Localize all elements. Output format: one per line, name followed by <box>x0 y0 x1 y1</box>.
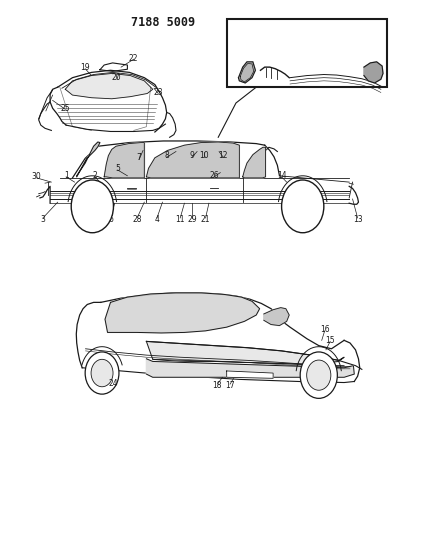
Circle shape <box>300 203 306 211</box>
Circle shape <box>85 197 100 216</box>
Circle shape <box>85 352 119 394</box>
Text: 18: 18 <box>213 381 222 390</box>
Text: 3: 3 <box>41 214 45 223</box>
Text: 6: 6 <box>108 214 113 223</box>
Text: 1: 1 <box>64 171 68 180</box>
Polygon shape <box>105 293 260 333</box>
Text: 7188 5009: 7188 5009 <box>131 16 195 29</box>
Text: 31: 31 <box>366 51 375 60</box>
Circle shape <box>71 180 113 233</box>
Polygon shape <box>243 147 265 178</box>
Text: 12: 12 <box>219 151 228 160</box>
Polygon shape <box>364 62 383 83</box>
Circle shape <box>300 352 337 398</box>
Text: 22: 22 <box>129 54 139 63</box>
Text: 23: 23 <box>153 88 163 97</box>
Text: 17: 17 <box>225 381 235 390</box>
Text: 24: 24 <box>109 379 118 388</box>
Polygon shape <box>104 142 144 178</box>
Polygon shape <box>146 142 239 178</box>
Text: 30: 30 <box>32 172 42 181</box>
Text: 11: 11 <box>175 214 185 223</box>
Text: 20: 20 <box>111 73 121 82</box>
Polygon shape <box>65 74 153 99</box>
Text: 15: 15 <box>325 336 335 345</box>
Circle shape <box>80 191 105 222</box>
Text: 4: 4 <box>155 214 159 223</box>
Text: 27: 27 <box>90 214 100 223</box>
Text: 10: 10 <box>199 151 209 160</box>
Text: 31: 31 <box>241 51 250 60</box>
Polygon shape <box>77 142 100 177</box>
Text: 13: 13 <box>353 214 363 223</box>
Circle shape <box>89 203 95 211</box>
Circle shape <box>282 180 324 233</box>
Polygon shape <box>264 308 289 326</box>
Circle shape <box>295 197 310 216</box>
Text: 21: 21 <box>201 214 210 223</box>
Circle shape <box>290 191 315 222</box>
Circle shape <box>286 186 319 227</box>
Polygon shape <box>238 62 256 83</box>
Text: 16: 16 <box>320 325 330 334</box>
Text: 9: 9 <box>190 151 194 160</box>
Text: 19: 19 <box>80 62 90 71</box>
Circle shape <box>307 360 331 390</box>
Text: 26: 26 <box>209 171 219 180</box>
Text: 8: 8 <box>164 151 169 160</box>
Text: 14: 14 <box>277 171 286 180</box>
Text: 25: 25 <box>60 104 70 113</box>
Circle shape <box>91 359 113 387</box>
Text: 5: 5 <box>115 164 120 173</box>
Circle shape <box>76 186 109 227</box>
Text: 28: 28 <box>132 214 142 223</box>
Text: 2: 2 <box>92 171 97 180</box>
Polygon shape <box>227 371 273 378</box>
Text: 29: 29 <box>187 214 197 223</box>
Polygon shape <box>146 359 354 377</box>
Text: 7: 7 <box>137 154 142 163</box>
Bar <box>227 19 387 87</box>
Polygon shape <box>146 342 344 365</box>
